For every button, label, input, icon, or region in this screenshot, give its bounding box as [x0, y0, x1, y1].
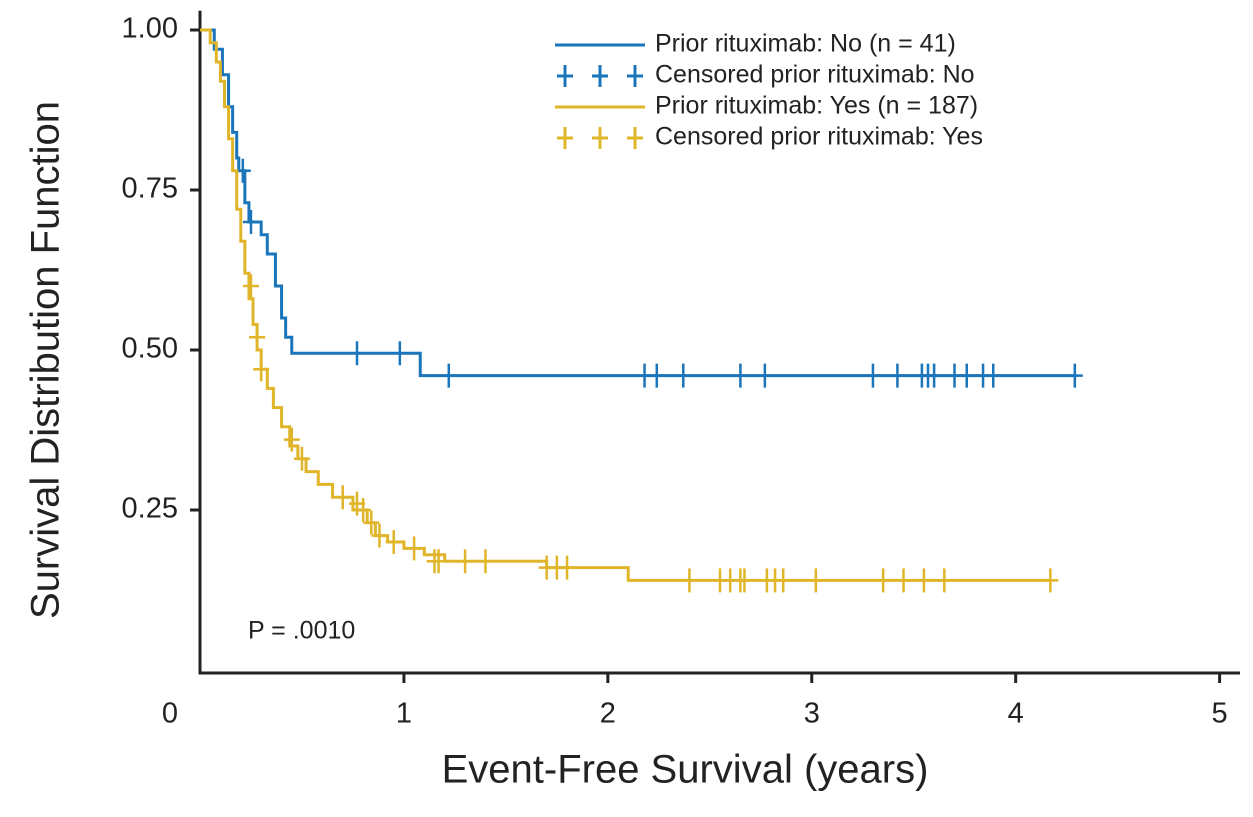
- censor-mark: [807, 568, 824, 593]
- censor-mark: [889, 363, 906, 388]
- x-tick-label: 2: [600, 698, 616, 730]
- censor-mark: [926, 363, 943, 388]
- x-tick-label: 3: [804, 698, 820, 730]
- censor-mark: [385, 530, 402, 554]
- x-tick-label: 4: [1008, 698, 1024, 730]
- y-tick-label: 0.50: [122, 333, 178, 365]
- censor-mark: [675, 363, 692, 388]
- censor-mark: [648, 363, 665, 388]
- censor-mark: [334, 485, 351, 510]
- censor-mark: [363, 510, 380, 535]
- x-tick-label: 0: [162, 698, 178, 730]
- censor-mark: [249, 325, 266, 350]
- censor-mark: [283, 427, 300, 452]
- legend-label: Prior rituximab: No (n = 41): [655, 30, 956, 58]
- legend-marker: [557, 65, 573, 87]
- censor-mark: [242, 274, 259, 298]
- legend-label: Prior rituximab: Yes (n = 187): [655, 92, 978, 120]
- censor-mark: [732, 363, 749, 388]
- censor-mark: [1042, 568, 1059, 593]
- y-tick-label: 0.25: [122, 493, 178, 525]
- y-tick-label: 0.75: [122, 173, 178, 205]
- censor-mark: [756, 363, 773, 388]
- censor-mark: [242, 210, 259, 234]
- censor-mark: [775, 568, 792, 593]
- x-tick-label: 5: [1212, 698, 1228, 730]
- legend-marker: [592, 127, 608, 149]
- censor-mark: [293, 446, 310, 471]
- legend-marker: [557, 127, 573, 149]
- censor-mark: [559, 555, 576, 580]
- censor-mark: [430, 549, 447, 574]
- censor-mark: [736, 568, 753, 593]
- censor-mark: [477, 549, 494, 574]
- y-axis-title: Survival Distribution Function: [24, 101, 68, 619]
- censor-mark: [875, 568, 892, 593]
- censor-mark: [457, 549, 474, 574]
- censor-mark: [1066, 363, 1083, 388]
- legend-marker: [627, 127, 643, 149]
- y-tick-label: 1.00: [122, 13, 178, 45]
- censor-mark: [391, 341, 408, 366]
- legend-label: Censored prior rituximab: Yes: [655, 123, 983, 151]
- censor-mark: [355, 498, 372, 522]
- censor-mark: [864, 363, 881, 388]
- censor-mark: [681, 568, 698, 593]
- censor-mark: [985, 363, 1002, 388]
- censor-mark: [915, 568, 932, 593]
- legend-marker: [592, 65, 608, 87]
- censor-mark: [936, 568, 953, 593]
- x-tick-label: 1: [396, 698, 412, 730]
- censor-mark: [406, 536, 423, 561]
- censor-mark: [958, 363, 975, 388]
- censor-mark: [253, 357, 270, 382]
- legend-label: Censored prior rituximab: No: [655, 61, 975, 89]
- annotation: P = .0010: [248, 617, 355, 645]
- x-axis-title: Event-Free Survival (years): [442, 748, 929, 792]
- survival-curve: [200, 28, 1077, 378]
- censor-mark: [895, 568, 912, 593]
- censor-mark: [349, 341, 366, 366]
- censor-mark: [371, 523, 388, 548]
- censor-mark: [440, 363, 457, 388]
- legend-marker: [627, 65, 643, 87]
